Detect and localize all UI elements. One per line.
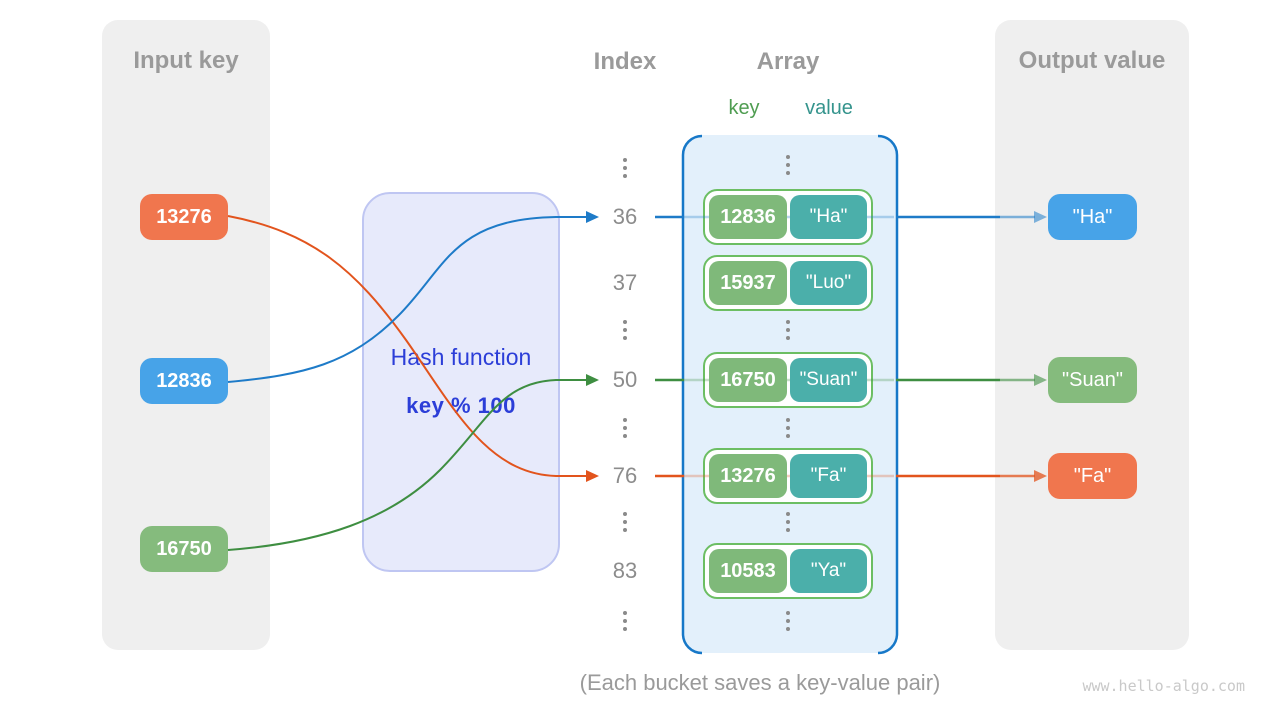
bucket-value: "Luo" [790,261,867,305]
vertical-ellipsis [786,611,790,631]
vertical-ellipsis [623,512,627,532]
hash-function-label: Hash function [390,344,532,370]
bucket-key: 15937 [709,261,787,305]
bucket-key: 10583 [709,549,787,593]
caption: (Each bucket saves a key-value pair) [579,670,941,695]
output-value-suan: "Suan" [1048,357,1137,403]
vertical-ellipsis [623,418,627,438]
bucket-key: 16750 [709,358,787,402]
vertical-ellipsis [786,512,790,532]
bucket-key: 13276 [709,454,787,498]
bucket-pair: 12836 "Ha" [703,189,873,245]
vertical-ellipsis [623,158,627,178]
bucket-value: "Suan" [790,358,867,402]
bucket-pair: 16750 "Suan" [703,352,873,408]
bucket-pair: 10583 "Ya" [703,543,873,599]
bucket-value: "Ha" [790,195,867,239]
input-key-13276: 13276 [140,194,228,240]
index-value-37: 37 [612,270,638,295]
array-title: Array [756,48,820,75]
watermark: www.hello-algo.com [1082,677,1245,695]
bucket-pair: 13276 "Fa" [703,448,873,504]
input-key-12836: 12836 [140,358,228,404]
bucket-pair: 15937 "Luo" [703,255,873,311]
output-value-panel [995,20,1189,650]
index-value-36: 36 [612,204,638,229]
vertical-ellipsis [786,418,790,438]
hash-function-box [362,192,560,572]
bucket-value: "Ya" [790,549,867,593]
vertical-ellipsis [623,320,627,340]
vertical-ellipsis [623,611,627,631]
array-value-header: value [805,97,853,119]
index-value-76: 76 [612,463,638,488]
output-value-fa: "Fa" [1048,453,1137,499]
bucket-key: 12836 [709,195,787,239]
vertical-ellipsis [786,320,790,340]
index-value-50: 50 [612,367,638,392]
output-value-ha: "Ha" [1048,194,1137,240]
vertical-ellipsis [786,155,790,175]
array-key-header: key [728,97,760,119]
bucket-value: "Fa" [790,454,867,498]
input-key-16750: 16750 [140,526,228,572]
index-value-83: 83 [612,558,638,583]
output-value-title: Output value [1018,47,1166,74]
hash-function-formula: key % 100 [406,393,516,418]
input-key-title: Input key [133,47,239,74]
index-column-title: Index [593,48,657,75]
